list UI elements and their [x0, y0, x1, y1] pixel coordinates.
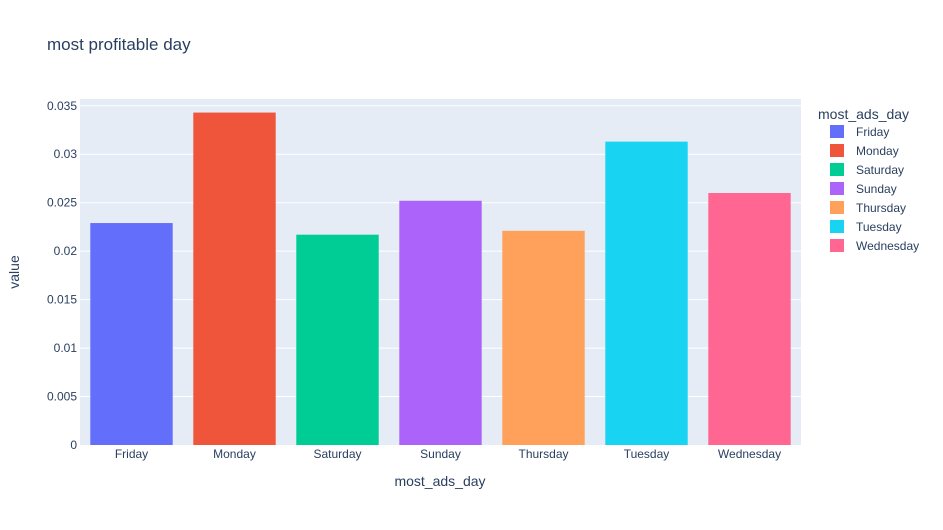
legend-entry-thursday: Thursday: [856, 201, 906, 215]
y-tick-label: 0.005: [47, 390, 77, 404]
legend-swatch-wednesday: [830, 239, 844, 252]
x-axis-title: most_ads_day: [394, 473, 485, 489]
y-tick-label: 0.03: [54, 147, 78, 161]
x-tick-label: Wednesday: [718, 447, 781, 461]
legend: most_ads_day Friday Monday Saturday Sunday T…: [818, 106, 919, 253]
chart-title: most profitable day: [47, 35, 191, 54]
legend-entry-sunday: Sunday: [856, 182, 897, 196]
y-tick-label: 0.025: [47, 196, 77, 210]
legend-entry-friday: Friday: [856, 125, 889, 139]
y-axis-ticks: 0 0.005 0.01 0.015 0.02 0.025 0.03 0.035: [47, 99, 77, 452]
legend-swatch-saturday: [830, 163, 844, 176]
bar-saturday: [296, 234, 379, 445]
y-tick-label: 0.035: [47, 99, 77, 113]
x-tick-label: Monday: [213, 447, 256, 461]
bar-sunday: [399, 200, 482, 445]
bar-thursday: [502, 230, 585, 445]
legend-entry-tuesday: Tuesday: [856, 220, 902, 234]
bar-tuesday: [605, 141, 688, 445]
legend-swatch-thursday: [830, 201, 844, 214]
x-tick-label: Thursday: [518, 447, 568, 461]
bars: [90, 112, 791, 445]
bar-monday: [193, 112, 276, 445]
y-axis-title: value: [6, 255, 22, 289]
y-tick-label: 0.01: [54, 341, 78, 355]
legend-swatch-sunday: [830, 182, 844, 195]
legend-title: most_ads_day: [818, 106, 909, 122]
x-tick-label: Sunday: [420, 447, 461, 461]
legend-swatch-tuesday: [830, 220, 844, 233]
y-tick-label: 0.02: [54, 244, 78, 258]
bar-friday: [90, 223, 173, 445]
y-tick-label: 0: [70, 438, 77, 452]
legend-swatch-friday: [830, 125, 844, 138]
legend-swatch-monday: [830, 144, 844, 157]
x-tick-label: Saturday: [313, 447, 361, 461]
x-axis-ticks: Friday Monday Saturday Sunday Thursday Tuesda…: [115, 447, 781, 461]
bar-wednesday: [708, 193, 791, 445]
legend-entry-saturday: Saturday: [856, 163, 904, 177]
legend-entry-monday: Monday: [856, 144, 899, 158]
x-tick-label: Tuesday: [624, 447, 670, 461]
legend-entry-wednesday: Wednesday: [856, 239, 919, 253]
x-tick-label: Friday: [115, 447, 148, 461]
y-tick-label: 0.015: [47, 293, 77, 307]
